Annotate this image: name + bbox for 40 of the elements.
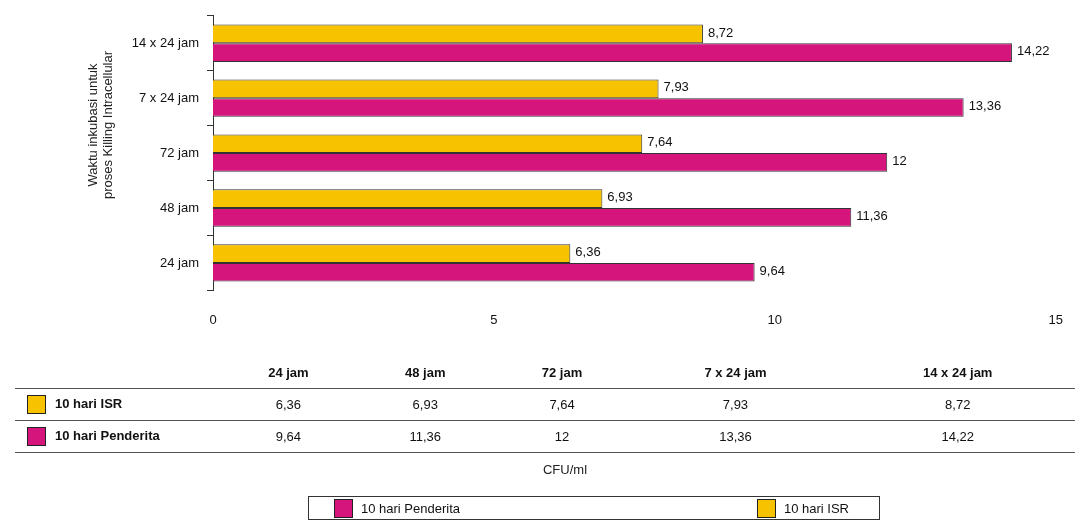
y-tick-label: 7 x 24 jam [139, 89, 199, 105]
data-label: 14,22 [1016, 43, 1050, 59]
text: 8,72 [945, 397, 971, 412]
text: CFU/ml [541, 462, 588, 477]
data-label: 13,36 [968, 98, 1002, 114]
legend-label: 10 hari ISR [15, 388, 220, 421]
text: 10 hari Penderita [361, 500, 461, 516]
x-tick-label: 10 [767, 311, 783, 327]
data-label: 7,64 [647, 134, 673, 150]
data-label: 9,64 [759, 262, 785, 278]
data-label: 6,93 [607, 189, 633, 205]
data-label: 7,93 [663, 79, 689, 95]
text: 10 hari ISR [783, 500, 849, 516]
x-tick-label: 5 [490, 311, 498, 327]
legend-label: 10 hari Penderita [15, 420, 220, 453]
category-label: 14 x 24 jam [923, 365, 993, 380]
data-label: 12 [892, 153, 907, 169]
data-label: 11,36 [856, 207, 888, 223]
data-label: 6,36 [575, 244, 601, 260]
text: 13,36 [719, 429, 752, 444]
y-tick-label: 24 jam [159, 254, 199, 270]
text: 7,64 [549, 397, 575, 412]
x-tick-label: 0 [209, 311, 217, 327]
category-label: 72 jam [541, 365, 583, 380]
category-label: 24 jam [268, 365, 309, 380]
x-tick-label: 15 [1048, 311, 1063, 327]
y-tick-label: 72 jam [159, 144, 199, 160]
y-axis-title: Waktu inkubasi untuk proses Killing Intracellular [85, 49, 115, 202]
text: 9,64 [275, 429, 302, 444]
text: 11,36 [409, 429, 441, 444]
text: 7,93 [722, 397, 749, 412]
category-label: 7 x 24 jam [704, 365, 767, 380]
text: 6,93 [412, 397, 438, 412]
y-tick-label: 14 x 24 jam [131, 34, 199, 50]
y-tick-label: 48 jam [159, 199, 199, 215]
text: 12 [554, 429, 570, 444]
data-label: 8,72 [707, 24, 734, 40]
text: 6,36 [275, 397, 302, 412]
text: 14,22 [941, 429, 975, 444]
category-label: 48 jam [404, 365, 446, 380]
